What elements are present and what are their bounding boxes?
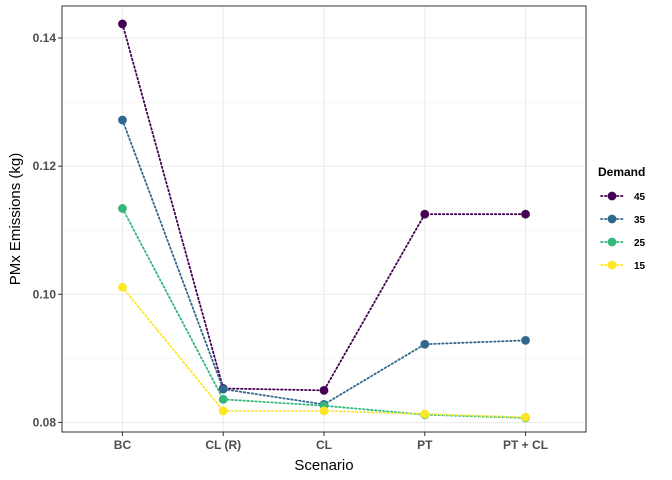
legend-label-35: 35 <box>634 215 646 226</box>
data-point-45 <box>420 209 430 219</box>
legend-key-point-15 <box>607 260 617 270</box>
x-tick-label: BC <box>114 438 132 452</box>
x-tick-label: CL <box>316 438 332 452</box>
x-tick-label: CL (R) <box>205 438 241 452</box>
legend-label-25: 25 <box>634 238 646 249</box>
data-point-35 <box>521 335 530 345</box>
data-point-15 <box>319 406 329 416</box>
x-tick-label: PT + CL <box>503 438 548 452</box>
y-tick-label: 0.10 <box>33 287 57 301</box>
x-axis-title: Scenario <box>294 457 353 474</box>
legend: Demand 45 35 25 15 <box>598 165 646 272</box>
legend-key-point-45 <box>607 191 617 201</box>
x-tick-label: PT <box>417 438 433 452</box>
data-point-35 <box>118 115 127 125</box>
series-layer <box>118 19 530 423</box>
legend-label-15: 15 <box>634 261 646 272</box>
data-point-15 <box>420 409 430 419</box>
legend-label-45: 45 <box>634 192 646 203</box>
data-point-35 <box>218 384 228 394</box>
legend-title: Demand <box>598 165 645 179</box>
data-point-45 <box>118 19 127 29</box>
legend-key-point-35 <box>607 214 617 224</box>
data-point-15 <box>521 412 530 422</box>
y-axis-title: PMx Emissions (kg) <box>7 153 24 286</box>
y-tick-label: 0.12 <box>33 159 57 173</box>
data-point-25 <box>118 204 127 213</box>
data-point-15 <box>218 406 228 416</box>
data-point-45 <box>521 209 530 219</box>
data-point-35 <box>420 339 430 349</box>
data-point-25 <box>218 394 228 404</box>
y-tick-label: 0.08 <box>33 415 57 429</box>
series-line-45 <box>121 23 527 392</box>
data-point-45 <box>319 385 329 395</box>
data-point-15 <box>118 282 127 292</box>
legend-key-point-25 <box>607 237 617 247</box>
grid-lines <box>62 6 586 432</box>
y-tick-label: 0.14 <box>33 31 57 45</box>
axes: 0.08 0.10 0.12 0.14 BC CL (R) CL PT PT + CL <box>33 31 548 452</box>
